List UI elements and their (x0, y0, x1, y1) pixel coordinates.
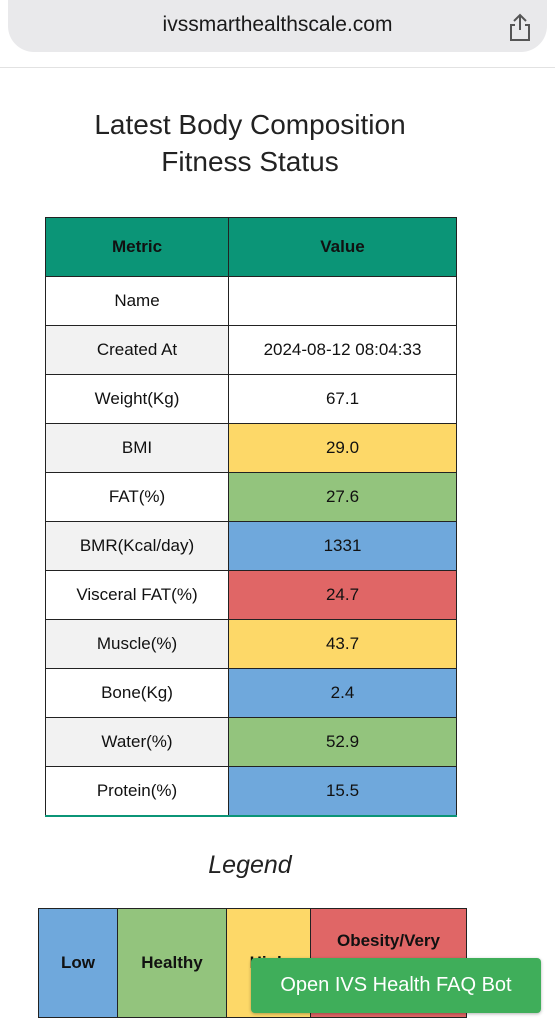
metric-cell: Name (45, 276, 229, 326)
url: ivssmarthealthscale.com (162, 13, 393, 36)
table-row: BMR(Kcal/day) 1331 (45, 521, 457, 571)
metric-cell: BMI (45, 423, 229, 473)
value-cell (228, 276, 457, 326)
faq-bot-button[interactable]: Open IVS Health FAQ Bot (251, 958, 541, 1013)
metric-cell: Muscle(%) (45, 619, 229, 669)
address-bar[interactable]: ivssmarthealthscale.com (8, 0, 547, 52)
metric-cell: Protein(%) (45, 766, 229, 817)
separator (0, 67, 555, 68)
table-row: Name (45, 276, 457, 326)
table-row: Weight(Kg) 67.1 (45, 374, 457, 424)
value-cell: 67.1 (228, 374, 457, 424)
legend-title: Legend (208, 851, 292, 879)
value-cell: 2.4 (228, 668, 457, 718)
page-title: Latest Body Composition Fitness Status (94, 109, 406, 177)
metric-cell: FAT(%) (45, 472, 229, 522)
value-cell: 27.6 (228, 472, 457, 522)
metric-cell: Visceral FAT(%) (45, 570, 229, 620)
table-row: FAT(%) 27.6 (45, 472, 457, 522)
table-row: Protein(%) 15.5 (45, 766, 457, 817)
header-cell: Value (228, 217, 457, 277)
value-cell: 24.7 (228, 570, 457, 620)
table-row: Created At 2024-08-12 08:04:33 (45, 325, 457, 375)
value-cell: 1331 (228, 521, 457, 571)
header-row: Metric Value (45, 217, 457, 277)
metric-cell: Bone(Kg) (45, 668, 229, 718)
value-cell: 43.7 (228, 619, 457, 669)
metric-cell: Water(%) (45, 717, 229, 767)
value-cell: 29.0 (228, 423, 457, 473)
share-icon[interactable] (507, 12, 533, 42)
metric-cell: BMR(Kcal/day) (45, 521, 229, 571)
value-cell: 52.9 (228, 717, 457, 767)
metric-cell: Created At (45, 325, 229, 375)
value-cell: 15.5 (228, 766, 457, 817)
composition-table: Metric Value Name Created At 2024-08-12 08:0… (45, 217, 457, 817)
table-row: Visceral FAT(%) 24.7 (45, 570, 457, 620)
table-row: Muscle(%) 43.7 (45, 619, 457, 669)
table-row: Bone(Kg) 2.4 (45, 668, 457, 718)
legend-cell: Healthy (117, 908, 227, 1018)
metric-cell: Weight(Kg) (45, 374, 229, 424)
header-cell: Metric (45, 217, 229, 277)
table-row: BMI 29.0 (45, 423, 457, 473)
value-cell: 2024-08-12 08:04:33 (228, 325, 457, 375)
table-row: Water(%) 52.9 (45, 717, 457, 767)
legend-cell: Low (38, 908, 118, 1018)
